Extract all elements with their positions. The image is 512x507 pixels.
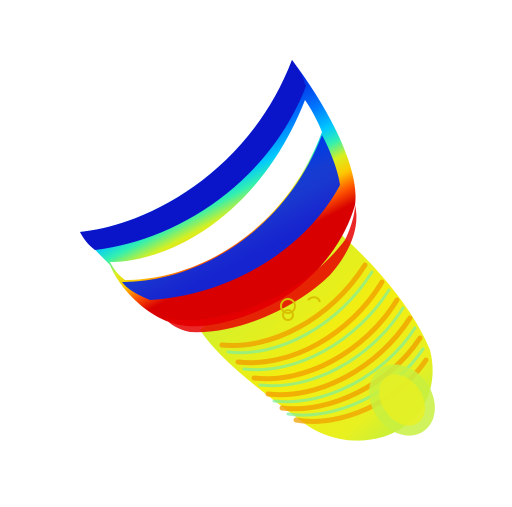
engraved-marks — [280, 296, 321, 321]
cup-head — [80, 60, 357, 333]
threaded-body — [200, 225, 435, 441]
thread-grooves — [219, 262, 429, 424]
white-band — [110, 100, 322, 280]
rim-top — [80, 60, 306, 250]
